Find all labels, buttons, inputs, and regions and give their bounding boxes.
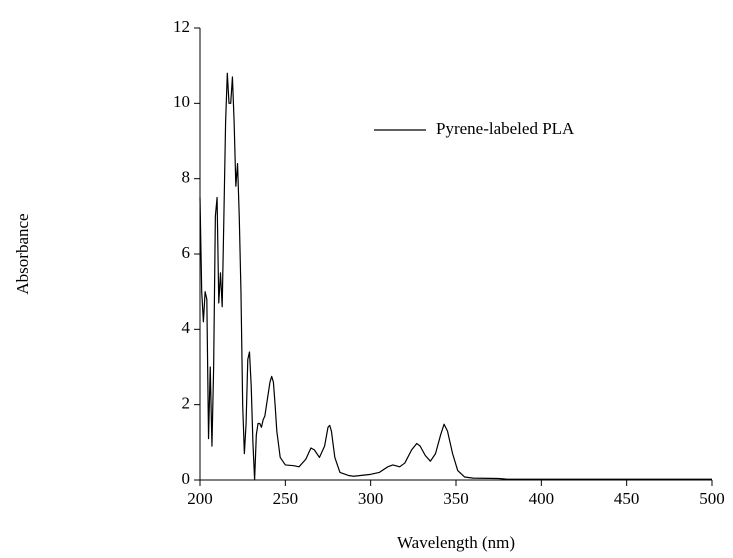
- x-tick-label: 450: [614, 489, 640, 508]
- y-tick-label: 2: [182, 394, 191, 413]
- y-tick-label: 10: [173, 92, 190, 111]
- data-line: [199, 72, 712, 481]
- x-tick-label: 300: [358, 489, 384, 508]
- x-tick-label: 500: [699, 489, 725, 508]
- x-axis-label: Wavelength (nm): [397, 533, 515, 552]
- y-tick-label: 8: [182, 168, 191, 187]
- y-axis-label: Absorbance: [13, 213, 32, 294]
- y-tick-label: 6: [182, 243, 191, 262]
- x-tick-label: 200: [187, 489, 213, 508]
- x-tick-label: 250: [273, 489, 299, 508]
- legend-label: Pyrene-labeled PLA: [436, 119, 575, 138]
- y-tick-label: 4: [182, 318, 191, 337]
- x-tick-label: 350: [443, 489, 469, 508]
- y-tick-label: 0: [182, 469, 191, 488]
- y-tick-label: 12: [173, 17, 190, 36]
- x-tick-label: 400: [529, 489, 555, 508]
